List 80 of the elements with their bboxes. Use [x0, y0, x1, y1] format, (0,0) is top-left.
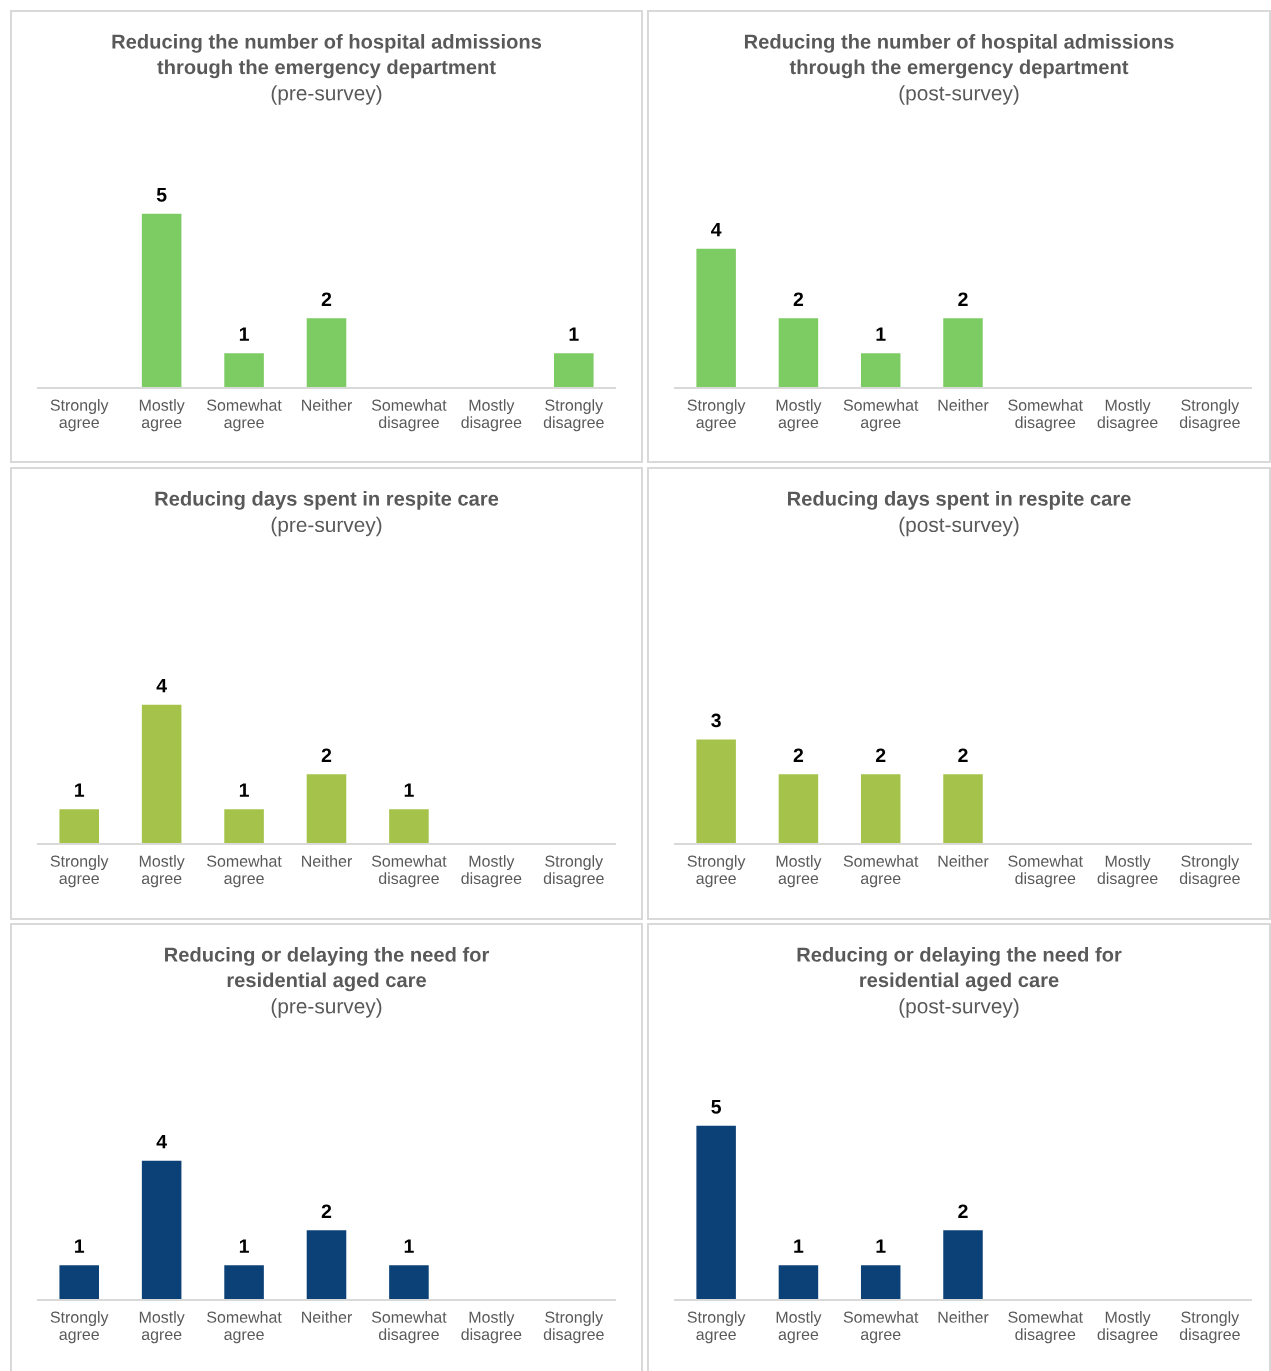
- x-tick-label: Mostly agree: [139, 855, 185, 888]
- x-tick-label: Strongly disagree: [543, 1311, 604, 1344]
- chart-subtitle: (post-survey): [899, 998, 1019, 1018]
- chart-title: Reducing days spent in respite care: [155, 491, 499, 510]
- data-label: 2: [321, 292, 332, 306]
- chart-title: Reducing days spent in respite care: [788, 491, 1131, 510]
- x-tick-label: Mostly disagree: [1097, 855, 1158, 888]
- data-label: 5: [711, 1100, 722, 1114]
- data-label: 4: [156, 1134, 167, 1149]
- x-tick-label: Strongly disagree: [1179, 855, 1240, 888]
- x-tick-label: Somewhat disagree: [371, 855, 447, 888]
- data-label: 5: [156, 188, 167, 202]
- chart-subtitle: (pre-survey): [271, 85, 382, 105]
- data-label: 4: [711, 222, 722, 237]
- x-tick-label: Somewhat disagree: [371, 1311, 447, 1344]
- x-tick-label: Mostly disagree: [461, 855, 522, 888]
- data-label: 3: [711, 713, 721, 728]
- x-tick-label: Strongly agree: [50, 399, 109, 432]
- x-tick-label: Neither: [302, 855, 352, 867]
- x-tick-label: Somewhat agree: [843, 855, 919, 888]
- x-tick-label: Neither: [938, 399, 989, 411]
- data-label: 2: [321, 748, 332, 762]
- x-tick-label: Mostly agree: [139, 399, 185, 432]
- x-tick-label: Strongly disagree: [543, 855, 604, 888]
- x-tick-label: Mostly disagree: [1097, 1311, 1158, 1344]
- chart-title: Reducing the number of hospital admissions through the emergency department: [744, 34, 1174, 79]
- chart-title: Reducing or delaying the need for residential aged care: [165, 947, 490, 992]
- data-label: 1: [75, 1239, 85, 1253]
- x-tick-label: Somewhat disagree: [1008, 855, 1083, 888]
- chart-title: Reducing the number of hospital admissions through the emergency department: [112, 34, 542, 79]
- data-label: 2: [875, 748, 886, 762]
- data-label: 2: [793, 748, 804, 762]
- x-tick-label: Somewhat agree: [207, 1311, 282, 1344]
- x-tick-label: Somewhat agree: [843, 1311, 919, 1344]
- x-tick-label: Neither: [938, 855, 989, 867]
- x-tick-label: Mostly disagree: [1097, 399, 1158, 432]
- x-tick-label: Somewhat agree: [207, 399, 282, 432]
- data-label: 1: [404, 1239, 414, 1253]
- x-tick-label: Strongly agree: [687, 399, 746, 432]
- x-tick-label: Strongly agree: [50, 855, 109, 888]
- data-label: 1: [794, 1239, 804, 1253]
- data-label: 2: [958, 292, 968, 306]
- data-label: 2: [321, 1204, 332, 1218]
- x-tick-label: Strongly disagree: [1179, 1311, 1240, 1344]
- data-label: 1: [239, 327, 249, 341]
- data-label: 1: [239, 783, 249, 797]
- chart-subtitle: (post-survey): [899, 516, 1019, 537]
- data-label: 1: [404, 783, 414, 797]
- chart-subtitle: (post-survey): [899, 85, 1019, 105]
- x-tick-label: Strongly agree: [687, 1311, 746, 1344]
- data-label: 2: [958, 1204, 968, 1218]
- x-tick-label: Somewhat agree: [207, 855, 282, 888]
- data-label: 2: [958, 748, 968, 762]
- data-label: 1: [876, 1239, 886, 1253]
- x-tick-label: Strongly disagree: [543, 399, 604, 432]
- x-tick-label: Strongly disagree: [1179, 399, 1240, 432]
- data-label: 2: [793, 292, 804, 306]
- x-tick-label: Somewhat disagree: [1008, 1311, 1083, 1344]
- x-tick-label: Neither: [302, 399, 352, 411]
- chart-subtitle: (pre-survey): [271, 998, 382, 1018]
- data-label: 1: [876, 327, 886, 341]
- x-tick-label: Mostly agree: [776, 1311, 822, 1344]
- chart-subtitle: (pre-survey): [271, 516, 382, 537]
- x-tick-label: Mostly agree: [139, 1311, 185, 1344]
- data-label: 4: [156, 678, 167, 693]
- data-label: 1: [239, 1239, 249, 1253]
- x-tick-label: Neither: [938, 1311, 989, 1323]
- x-tick-label: Mostly agree: [776, 399, 822, 432]
- x-tick-label: Neither: [302, 1311, 352, 1323]
- x-tick-label: Strongly agree: [50, 1311, 109, 1344]
- data-label: 1: [569, 327, 579, 341]
- x-tick-label: Somewhat disagree: [1008, 399, 1083, 432]
- x-tick-label: Mostly disagree: [461, 1311, 522, 1344]
- chart-title: Reducing or delaying the need for residential aged care: [797, 947, 1122, 992]
- x-tick-label: Mostly disagree: [461, 399, 522, 432]
- x-tick-label: Somewhat agree: [843, 399, 919, 432]
- data-label: 1: [75, 783, 85, 797]
- x-tick-label: Somewhat disagree: [371, 399, 447, 432]
- x-tick-label: Mostly agree: [776, 855, 822, 888]
- x-tick-label: Strongly agree: [687, 855, 746, 888]
